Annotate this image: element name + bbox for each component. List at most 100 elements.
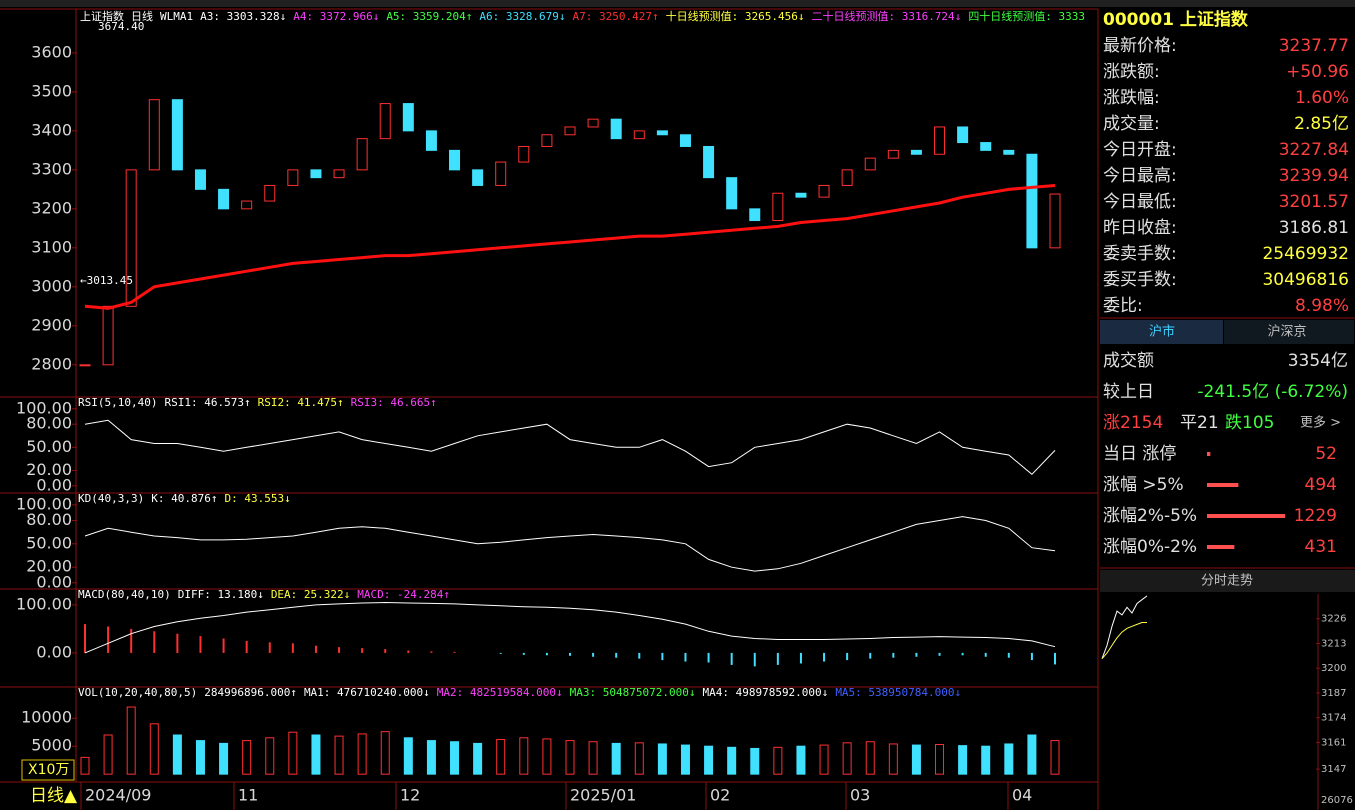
volume-bar: [126, 706, 136, 775]
volume-bar: [426, 740, 436, 775]
candle: [703, 145, 715, 179]
legend-item: MA2: 482519584.000↓: [437, 686, 563, 699]
candle: [148, 99, 160, 171]
volume-bar: [634, 742, 644, 775]
volume-bar: [219, 742, 229, 775]
volume-bar: [888, 743, 898, 775]
volume-bar: [403, 737, 413, 775]
legend-item: MA5: 538950784.000↓: [835, 686, 961, 699]
diff-line: [84, 601, 1056, 654]
candle: [864, 157, 876, 171]
candle: [125, 169, 137, 307]
legend-item: RSI2: 41.475↑: [258, 396, 344, 409]
candle: [980, 142, 992, 151]
candle: [726, 177, 738, 210]
candle: [564, 126, 576, 136]
legend-item: 上证指数: [80, 9, 124, 23]
quote-label: 最新价格:: [1103, 36, 1177, 56]
y-tick-label: 2900: [31, 315, 72, 334]
legend-item: MA3: 504875072.000↓: [570, 686, 696, 699]
intraday-tick-label: 3226: [1321, 614, 1346, 625]
quote-title: 000001 上证指数: [1103, 9, 1249, 30]
candle: [449, 149, 461, 171]
volume-bar: [242, 740, 252, 775]
quote-value: 3239.94: [1279, 166, 1349, 186]
intraday-bottom: 26076: [1321, 795, 1353, 806]
candle: [264, 184, 276, 202]
intraday-price: [1101, 595, 1148, 659]
legend-item: 284996896.000↑: [204, 686, 297, 699]
volume-bar: [80, 756, 90, 775]
y-tick-label: 3600: [31, 42, 72, 61]
y-tick-label: 2800: [31, 354, 72, 373]
volume-bar: [935, 744, 945, 775]
volume-bar: [865, 741, 875, 775]
legend-item: A3: 3303.328↓: [200, 10, 286, 23]
date-label: 11: [238, 786, 258, 805]
tab-label[interactable]: 沪市: [1149, 324, 1175, 340]
legend-item: A7: 3250.427↑: [573, 10, 659, 23]
volume-bar: [911, 744, 921, 775]
quote-value: +50.96: [1286, 62, 1349, 82]
tab-label[interactable]: 沪深京: [1267, 324, 1306, 340]
volume-bar: [958, 745, 968, 775]
volume-bar: [450, 741, 460, 775]
candle: [541, 134, 553, 147]
turnover: 3354亿: [1288, 351, 1348, 371]
candle: [495, 161, 507, 186]
legend-item: MACD(80,40,10): [78, 588, 171, 601]
volume-bar: [172, 734, 182, 775]
more-link[interactable]: 更多 >: [1300, 415, 1341, 431]
legend-item: RSI3: 46.665↑: [351, 396, 437, 409]
tab-active[interactable]: [1100, 320, 1223, 344]
y-tick-label: 3200: [31, 198, 72, 217]
volume-bar: [1050, 740, 1060, 775]
up-count: 涨2154: [1103, 413, 1163, 433]
dist-bar: [1207, 483, 1239, 487]
flat-count: 平21: [1180, 413, 1219, 433]
y-tick-label: 5000: [31, 736, 72, 755]
legend-item: 日线: [131, 9, 153, 23]
legend-item: RSI1: 46.573↑: [164, 396, 250, 409]
candle: [379, 103, 391, 140]
date-label: 02: [710, 786, 730, 805]
quote-label: 涨跌幅:: [1103, 88, 1160, 108]
quote-value: 3227.84: [1279, 140, 1349, 160]
volume-bar: [796, 745, 806, 775]
candle: [194, 169, 206, 190]
volume-bar: [588, 741, 598, 775]
volume-bar: [288, 731, 298, 775]
quote-label: 委卖手数:: [1103, 244, 1177, 264]
legend-item: RSI(5,10,40): [78, 396, 157, 409]
quote-label: 今日最高:: [1103, 166, 1177, 186]
volume-bar: [842, 742, 852, 775]
quote-value: 1.60%: [1295, 88, 1349, 108]
legend-item: MA4: 498978592.000↓: [702, 686, 828, 699]
volume-bar: [981, 745, 991, 775]
candle: [171, 99, 183, 171]
compare: -241.5亿 (-6.72%): [1197, 382, 1348, 402]
period-label[interactable]: 日线▲: [30, 786, 78, 806]
intraday-tick-label: 3213: [1321, 638, 1346, 649]
y-tick-label: 3100: [31, 237, 72, 256]
candle: [333, 169, 345, 179]
y-tick-label: 100.00: [16, 398, 72, 417]
legend-item: K: 40.876↑: [151, 492, 217, 505]
y-tick-label: 0.00: [36, 642, 72, 661]
intraday-tick-label: 3147: [1321, 764, 1346, 775]
legend-item: A6: 3328.679↓: [479, 10, 565, 23]
volume-bar: [727, 746, 737, 775]
tab[interactable]: [1224, 320, 1354, 344]
quote-value: 8.98%: [1295, 296, 1349, 316]
volume-bar: [680, 744, 690, 775]
dist-count: 431: [1305, 537, 1337, 557]
volume-bar: [496, 738, 506, 775]
dist-count: 494: [1305, 475, 1337, 495]
intraday-tick-label: 3174: [1321, 713, 1346, 724]
legend-item: 二十日线预测值: 3316.724↓: [811, 9, 961, 23]
y-tick-label: 100.00: [16, 494, 72, 513]
low-label: ←3013.45: [80, 274, 133, 287]
volume-bar: [819, 744, 829, 775]
y-tick-label: 80.00: [26, 414, 72, 433]
intraday-tick-label: 3187: [1321, 688, 1346, 699]
